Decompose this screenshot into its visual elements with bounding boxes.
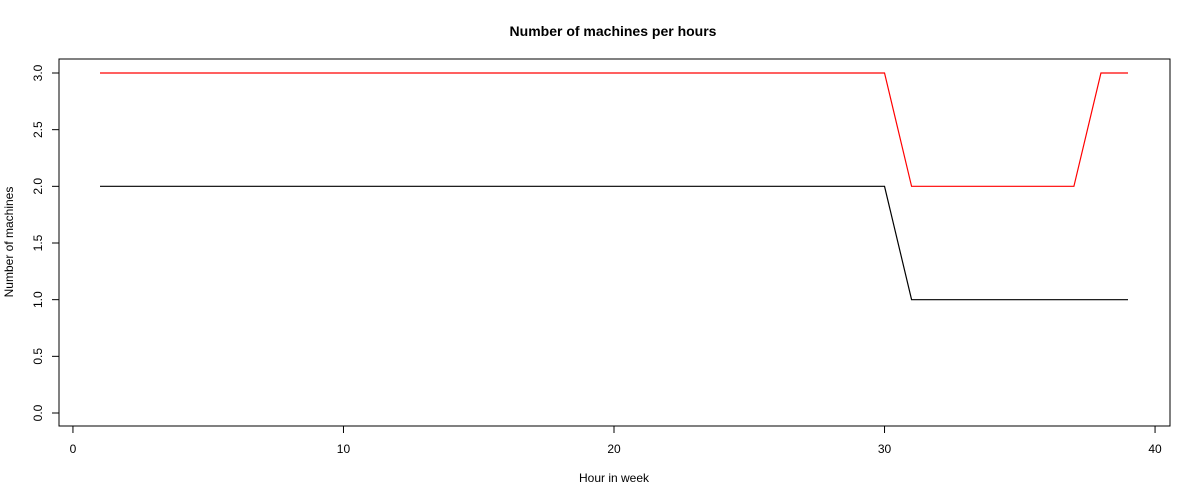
series-line-1 bbox=[100, 72, 1128, 187]
x-tick-label: 10 bbox=[337, 442, 351, 456]
x-tick-label: 20 bbox=[607, 442, 621, 456]
x-tick-label: 0 bbox=[70, 442, 77, 456]
x-tick-label: 40 bbox=[1148, 442, 1162, 456]
y-axis-label: Number of machines bbox=[2, 187, 16, 298]
plot-box bbox=[58, 58, 1171, 427]
y-tick-label: 1.0 bbox=[31, 291, 45, 308]
y-axis: 0.0 0.5 1.0 1.5 2.0 2.5 3.0 bbox=[31, 64, 60, 421]
y-tick-label: 0.0 bbox=[31, 404, 45, 421]
y-tick-label: 3.0 bbox=[31, 64, 45, 81]
x-tick-label: 30 bbox=[878, 442, 892, 456]
y-tick-label: 0.5 bbox=[31, 348, 45, 365]
x-axis: 0 10 20 30 40 bbox=[70, 425, 1162, 456]
series-layer bbox=[100, 72, 1128, 301]
y-tick-label: 1.5 bbox=[31, 234, 45, 251]
x-axis-label: Hour in week bbox=[579, 471, 650, 485]
y-tick-label: 2.5 bbox=[31, 121, 45, 138]
y-tick-label: 2.0 bbox=[31, 178, 45, 195]
chart-title: Number of machines per hours bbox=[510, 23, 717, 39]
series-line-2 bbox=[100, 185, 1128, 301]
